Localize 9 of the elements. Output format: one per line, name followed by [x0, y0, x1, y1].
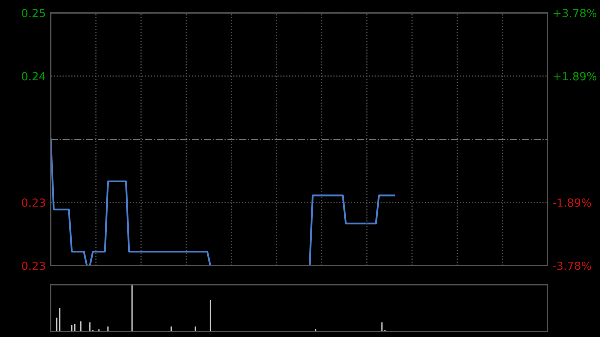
y-tick-label: 0.23 — [22, 198, 46, 208]
y-tick-label: 0.25 — [22, 9, 46, 18]
y-tick-label: 0.24 — [22, 72, 46, 81]
y2-tick-label: -3.78% — [553, 262, 592, 270]
y2-tick-label: +3.78% — [554, 9, 597, 18]
y2-tick-label: +1.89% — [554, 72, 597, 81]
y2-tick-label: -1.89% — [553, 198, 592, 208]
y-tick-label: 0.23 — [22, 262, 46, 270]
line-series — [51, 138, 396, 266]
